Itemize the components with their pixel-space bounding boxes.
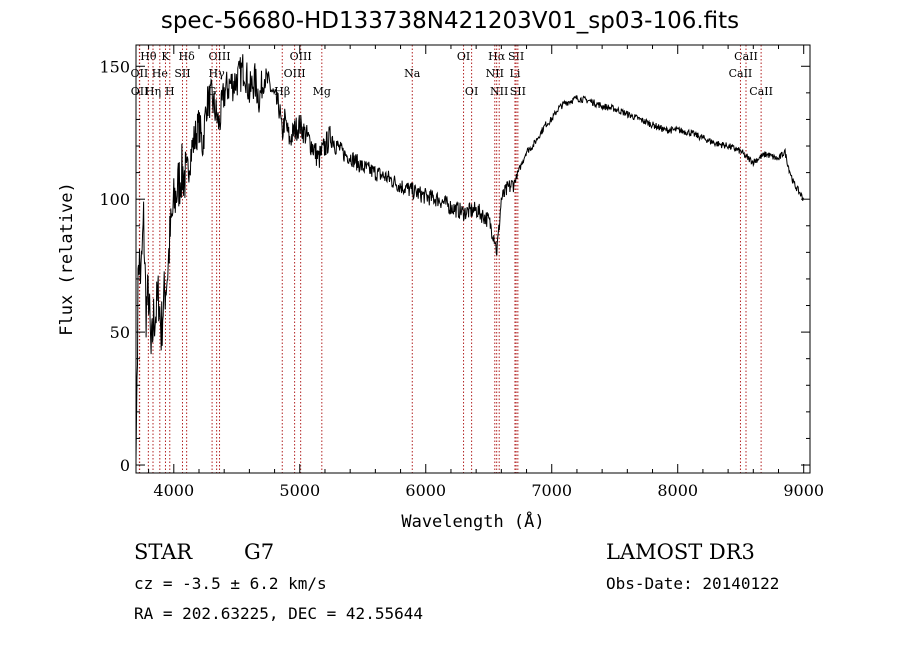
plot-frame bbox=[135, 44, 811, 474]
x-tick-label: 9000 bbox=[783, 481, 824, 500]
line-label: CaII bbox=[729, 67, 753, 80]
x-tick-label: 7000 bbox=[531, 481, 572, 500]
x-tick-label: 6000 bbox=[405, 481, 446, 500]
line-label: NII bbox=[486, 67, 504, 80]
x-tick-label: 4000 bbox=[153, 481, 194, 500]
line-label: NII bbox=[490, 85, 508, 98]
line-label: OIII bbox=[284, 67, 306, 80]
line-label: Hδ bbox=[179, 50, 196, 63]
line-label: OIII bbox=[290, 50, 312, 63]
line-label: Na bbox=[404, 67, 421, 80]
line-label: SII bbox=[174, 67, 190, 80]
line-label: Hγ bbox=[209, 67, 226, 80]
line-label: CaII bbox=[749, 85, 773, 98]
line-label: Li bbox=[510, 67, 521, 80]
line-label: Hη bbox=[145, 85, 161, 98]
line-label: OII bbox=[131, 85, 149, 98]
line-label: Mg bbox=[313, 85, 331, 98]
line-label: CaII bbox=[734, 50, 758, 63]
line-label: SII bbox=[508, 50, 524, 63]
line-label: He bbox=[152, 67, 168, 80]
y-tick-label: 150 bbox=[99, 57, 130, 76]
x-axis-label: Wavelength (Å) bbox=[401, 510, 544, 532]
radial-velocity: cz = -3.5 ± 6.2 km/s bbox=[134, 574, 327, 593]
chart-title: spec-56680-HD133738N421203V01_sp03-106.f… bbox=[160, 8, 740, 34]
x-tick-label: 5000 bbox=[279, 481, 320, 500]
observation-date: Obs-Date: 20140122 bbox=[606, 574, 780, 593]
line-label: Hθ bbox=[140, 50, 157, 63]
line-label: SII bbox=[510, 85, 526, 98]
y-axis-label: Flux (relative) bbox=[57, 182, 77, 336]
spectral-subclass: G7 bbox=[244, 540, 275, 564]
line-label: OIII bbox=[208, 50, 230, 63]
y-tick-label: 0 bbox=[120, 456, 130, 475]
line-label: K bbox=[161, 50, 170, 63]
object-type: STAR bbox=[134, 540, 193, 564]
y-tick-label: 100 bbox=[99, 190, 130, 209]
survey-name: LAMOST DR3 bbox=[606, 540, 755, 564]
coordinates: RA = 202.63225, DEC = 42.55644 bbox=[134, 604, 423, 623]
x-tick-label: 8000 bbox=[657, 481, 698, 500]
spectrum-series-line bbox=[135, 54, 805, 460]
line-label: OI bbox=[457, 50, 470, 63]
line-label: Hα bbox=[488, 50, 506, 63]
line-label: H bbox=[165, 85, 175, 98]
line-label: OI bbox=[465, 85, 478, 98]
y-tick-label: 50 bbox=[110, 323, 130, 342]
